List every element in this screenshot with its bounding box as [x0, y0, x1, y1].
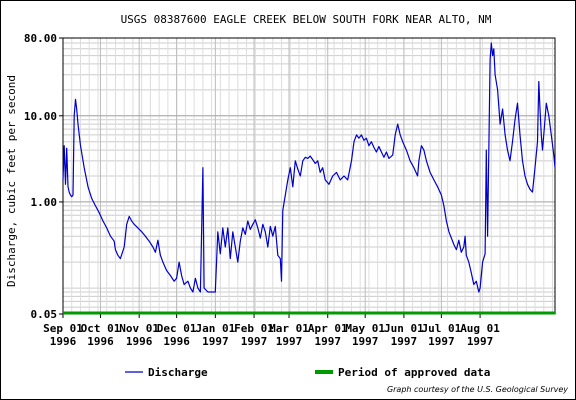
x-tick-year: 1997 [467, 335, 494, 348]
x-tick-label: Apr 01 [308, 322, 348, 335]
y-axis-label: Discharge, cubic feet per second [5, 75, 18, 287]
credit-text: Graph courtesy of the U.S. Geological Su… [387, 385, 568, 394]
x-tick-label: Sep 01 [43, 322, 83, 335]
x-tick-label: Oct 01 [81, 322, 121, 335]
x-tick-label: Jan 01 [195, 322, 235, 335]
x-tick-year: 1997 [202, 335, 229, 348]
x-tick-year: 1997 [241, 335, 268, 348]
x-tick-year: 1997 [314, 335, 341, 348]
x-tick-year: 1996 [163, 335, 190, 348]
y-tick-label: 10.00 [24, 110, 57, 123]
legend: Discharge Period of approved data [125, 366, 490, 379]
legend-label-approved: Period of approved data [338, 366, 490, 379]
x-tick-label: Dec 01 [157, 322, 197, 335]
series-layer [62, 42, 556, 315]
x-tick-label: Jul 01 [421, 322, 461, 335]
x-tick-year: 1996 [87, 335, 114, 348]
discharge-line [62, 42, 556, 293]
x-tick-label: Mar 01 [269, 322, 309, 335]
y-axis: 0.05 1.00 10.00 80.00 [24, 32, 63, 321]
x-tick-year: 1997 [352, 335, 379, 348]
x-tick-label: Feb 01 [234, 322, 274, 335]
x-tick-label: May 01 [345, 322, 385, 335]
x-tick-year: 1996 [50, 335, 77, 348]
x-tick-year: 1997 [276, 335, 303, 348]
x-tick-label: Aug 01 [460, 322, 500, 335]
x-tick-year: 1996 [126, 335, 153, 348]
x-tick-label: Jun 01 [384, 322, 424, 335]
y-tick-label: 80.00 [24, 32, 57, 45]
x-tick-year: 1997 [391, 335, 418, 348]
x-tick-label: Nov 01 [119, 322, 159, 335]
x-tick-year: 1997 [428, 335, 455, 348]
y-tick-label: 0.05 [31, 308, 58, 321]
legend-label-discharge: Discharge [148, 366, 208, 379]
y-tick-label: 1.00 [31, 196, 58, 209]
chart-title: USGS 08387600 EAGLE CREEK BELOW SOUTH FO… [121, 13, 492, 26]
